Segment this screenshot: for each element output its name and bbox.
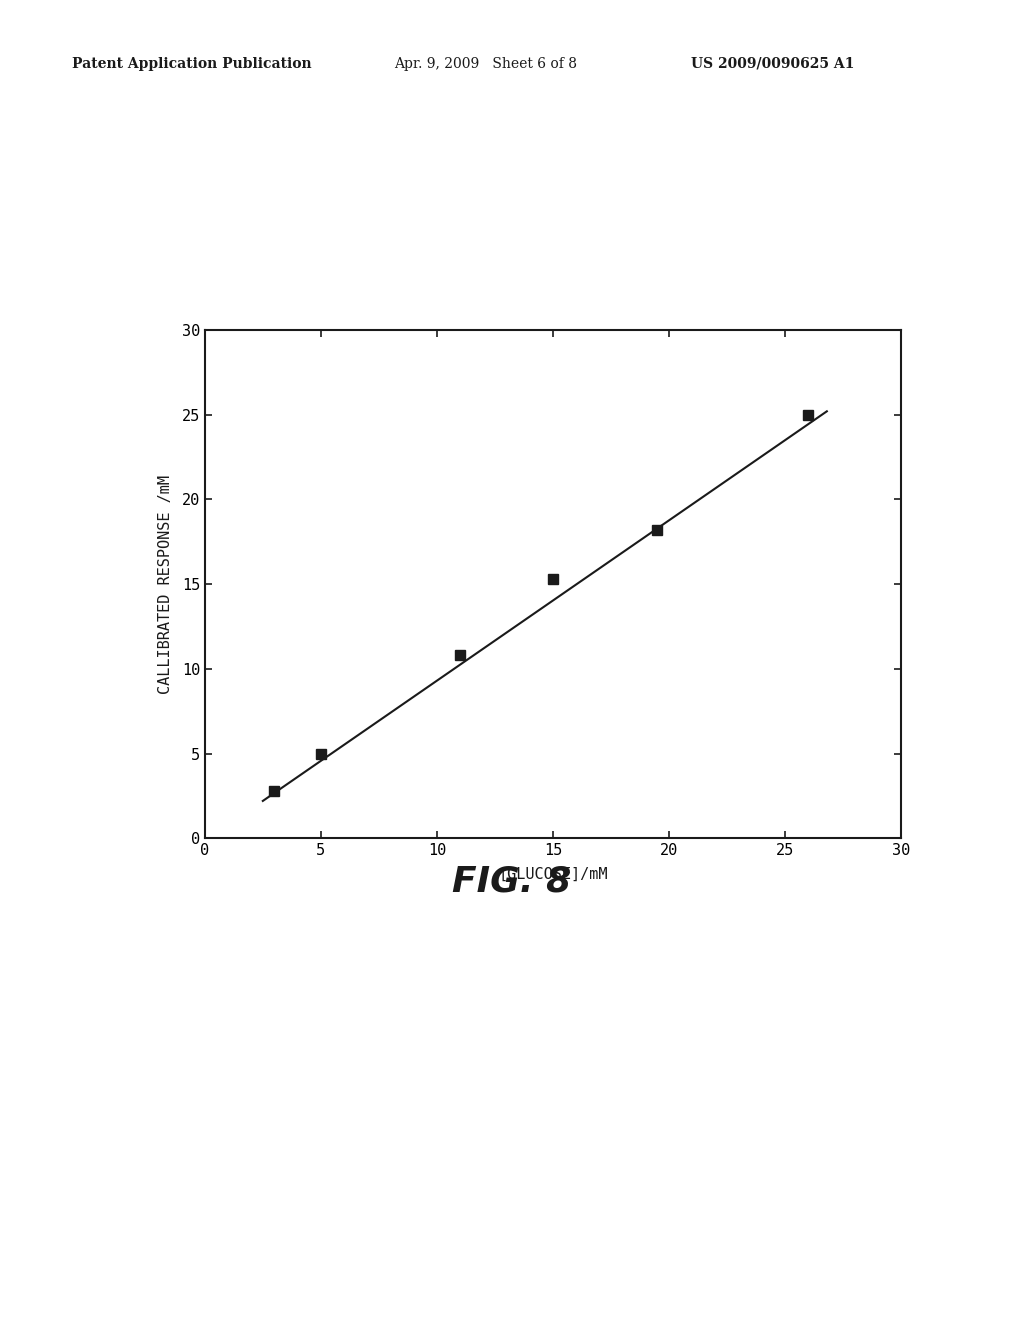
Y-axis label: CALLIBRATED RESPONSE /mM: CALLIBRATED RESPONSE /mM <box>159 475 173 693</box>
X-axis label: [GLUCOSE]/mM: [GLUCOSE]/mM <box>499 866 607 882</box>
Text: Apr. 9, 2009   Sheet 6 of 8: Apr. 9, 2009 Sheet 6 of 8 <box>394 57 578 71</box>
Text: US 2009/0090625 A1: US 2009/0090625 A1 <box>691 57 855 71</box>
Text: FIG. 8: FIG. 8 <box>453 865 571 899</box>
Text: Patent Application Publication: Patent Application Publication <box>72 57 311 71</box>
